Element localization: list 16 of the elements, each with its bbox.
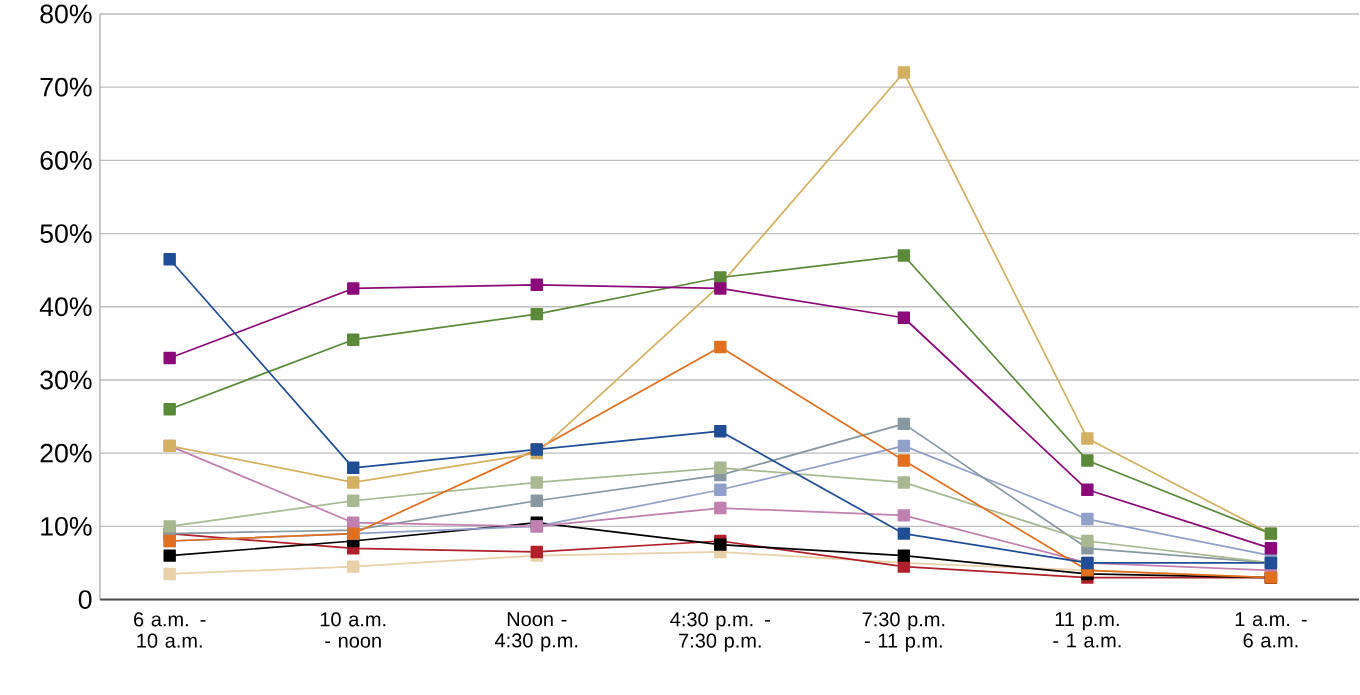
x-tick-label: 7:30 p.m. - 11 p.m.	[862, 612, 945, 652]
x-tick-label: 4:30 p.m. - 7:30 p.m.	[670, 612, 770, 652]
x-tick-label: Noon - 4:30 p.m.	[495, 612, 578, 652]
y-tick-label: 30%	[40, 370, 92, 390]
x-tick-label: 11 p.m. - 1 a.m.	[1053, 612, 1121, 648]
x-tick-label: 1 a.m. - 6 a.m.	[1235, 612, 1307, 648]
y-tick-label: 40%	[39, 297, 92, 316]
y-tick-label: 50%	[40, 223, 92, 243]
x-tick-label: 6 a.m. - 10 a.m.	[134, 612, 206, 648]
x-tick-label: 10 a.m. - noon	[320, 612, 386, 648]
y-tick-label: 10%	[41, 516, 92, 536]
y-tick-label: 0	[78, 589, 92, 609]
y-tick-label: 20%	[40, 443, 92, 463]
y-tick-label: 70%	[40, 77, 92, 97]
y-tick-label: 60%	[40, 150, 92, 170]
y-tick-label: 80%	[40, 4, 92, 24]
